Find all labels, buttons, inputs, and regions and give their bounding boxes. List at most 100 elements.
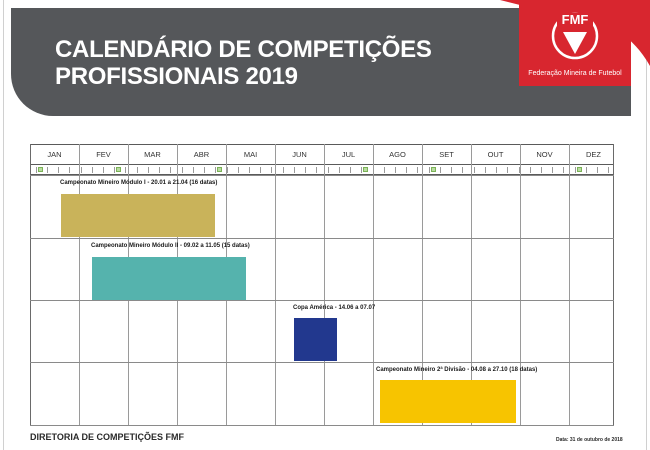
week-tick [586,167,587,173]
page-title: CALENDÁRIO DE COMPETIÇÕES PROFISSIONAIS … [55,36,475,90]
event-bar [92,257,246,300]
week-tick [485,167,486,173]
week-tick [249,167,250,173]
event-label: Campeonato Mineiro 2ª Divisão - 04.08 a … [376,367,538,373]
fmf-logo-name: Federação Mineira de Futebol [528,70,622,77]
week-tick [395,167,396,173]
week-tick [36,167,37,173]
week-tick [58,167,59,173]
month-label-out: OUT [487,150,504,159]
month-column-divider [422,144,423,425]
month-label-jun: JUN [292,150,307,159]
week-tick [496,167,497,173]
week-tick [159,167,160,173]
footer-date-note: Data: 31 de outubro de 2018 [556,437,623,443]
week-marker [577,167,582,172]
competition-calendar: JAN FEV MAR ABR MAI JUN JUL AGO SET OUT NOV DEZ Cam… [30,144,614,426]
fmf-logo-emblem: FMF [551,12,599,60]
month-label-mai: MAI [243,150,258,159]
week-tick [215,167,216,173]
week-tick [597,167,598,173]
footer-department: DIRETORIA DE COMPETIÇÕES FMF [30,432,185,442]
week-tick [283,167,284,173]
week-tick [125,167,126,173]
week-marker [431,167,436,172]
month-label-fev: FEV [96,150,111,159]
week-tick [114,167,115,173]
week-tick [170,167,171,173]
week-tick [182,167,183,173]
week-tick [103,167,104,173]
week-marker [38,167,43,172]
week-tick [271,167,272,173]
week-tick [47,167,48,173]
month-label-jul: JUL [341,150,356,159]
month-column-divider [569,144,570,425]
month-column-divider [79,144,80,425]
week-tick [305,167,306,173]
week-tick [227,167,228,173]
week-strip [30,164,614,175]
event-bar [380,380,516,423]
week-tick [69,167,70,173]
week-tick [474,167,475,173]
week-tick [417,167,418,173]
month-column-divider [520,144,521,425]
month-column-divider [373,144,374,425]
week-tick [440,167,441,173]
week-tick [81,167,82,173]
week-marker [116,167,121,172]
page-title-line-2: PROFISSIONAIS 2019 [55,63,298,90]
event-label: Campeonato Mineiro Módulo II - 09.02 a 1… [91,243,250,249]
month-label-nov: NOV [536,150,553,159]
fmf-logo-wordmark: FMF [562,12,589,27]
month-column-divider [275,144,276,425]
event-label: Copa América - 14.06 a 07.07 [293,305,376,311]
month-column-divider [324,144,325,425]
event-row-divider [30,425,614,426]
month-column-divider [613,144,614,425]
week-tick [294,167,295,173]
week-tick [429,167,430,173]
page-title-line-1: CALENDÁRIO DE COMPETIÇÕES [55,36,432,63]
week-tick [519,167,520,173]
week-tick [148,167,149,173]
event-bar [294,318,337,361]
event-bar [61,194,215,237]
week-tick [541,167,542,173]
week-tick [384,167,385,173]
week-tick [552,167,553,173]
week-tick [563,167,564,173]
fmf-logo: FMF Federação Mineira de Futebol [519,4,631,86]
week-tick [238,167,239,173]
week-tick [608,167,609,173]
week-tick [193,167,194,173]
week-tick [339,167,340,173]
week-tick [137,167,138,173]
page-frame [3,0,647,450]
month-label-mar: MAR [144,150,161,159]
month-label-dez: DEZ [586,150,601,159]
week-tick [328,167,329,173]
week-tick [361,167,362,173]
week-tick [451,167,452,173]
month-column-divider [30,144,31,425]
week-marker [363,167,368,172]
event-row-divider [30,175,614,176]
week-tick [204,167,205,173]
month-label-abr: ABR [193,150,210,159]
event-label: Campeonato Mineiro Módulo I - 20.01 a 21… [60,180,218,186]
week-tick [260,167,261,173]
event-row-divider [30,362,614,363]
event-row-divider [30,238,614,239]
month-label-set: SET [439,150,454,159]
week-tick [530,167,531,173]
week-tick [92,167,93,173]
week-tick [575,167,576,173]
month-column-divider [471,144,472,425]
week-tick [316,167,317,173]
week-tick [507,167,508,173]
month-label-jan: JAN [47,150,62,159]
week-tick [406,167,407,173]
week-marker [217,167,222,172]
